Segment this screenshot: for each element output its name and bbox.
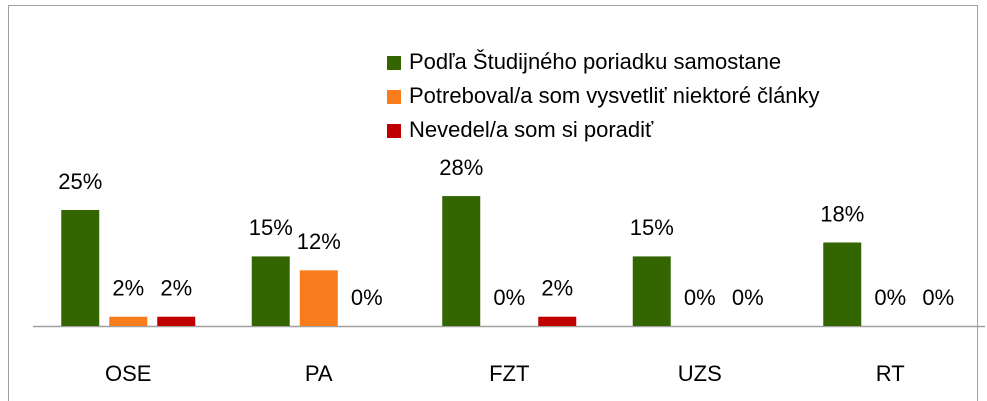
bar (442, 196, 481, 326)
bar (157, 316, 196, 326)
bar (538, 316, 577, 326)
bar (299, 270, 338, 326)
x-tick-label: UZS (678, 361, 722, 386)
data-label: 2% (112, 276, 144, 301)
bar (61, 210, 100, 326)
legend-label: Podľa Študijného poriadku samostane (409, 49, 781, 74)
data-label: 0% (493, 285, 525, 310)
data-label: 0% (351, 285, 383, 310)
data-label: 12% (297, 229, 341, 254)
data-label: 15% (630, 215, 674, 240)
data-label: 0% (874, 285, 906, 310)
x-tick-label: PA (305, 361, 333, 386)
data-label: 2% (541, 276, 573, 301)
legend-swatch (387, 124, 401, 138)
bar (632, 256, 671, 326)
legend-label: Nevedel/a som si poradiť (409, 117, 654, 142)
data-label: 0% (732, 285, 764, 310)
bar (109, 316, 148, 326)
bar (823, 242, 862, 326)
data-label: 2% (160, 276, 192, 301)
data-label: 15% (249, 215, 293, 240)
legend-swatch (387, 56, 401, 70)
x-tick-label: RT (876, 361, 905, 386)
legend-swatch (387, 90, 401, 104)
data-label: 28% (439, 155, 483, 180)
data-label: 0% (922, 285, 954, 310)
data-label: 18% (820, 201, 864, 226)
x-tick-label: FZT (489, 361, 529, 386)
bar (251, 256, 290, 326)
data-label: 0% (684, 285, 716, 310)
data-label: 25% (58, 169, 102, 194)
x-tick-label: OSE (105, 361, 151, 386)
chart-border (8, 5, 978, 401)
legend-label: Potreboval/a som vysvetliť niektoré člán… (409, 83, 820, 108)
